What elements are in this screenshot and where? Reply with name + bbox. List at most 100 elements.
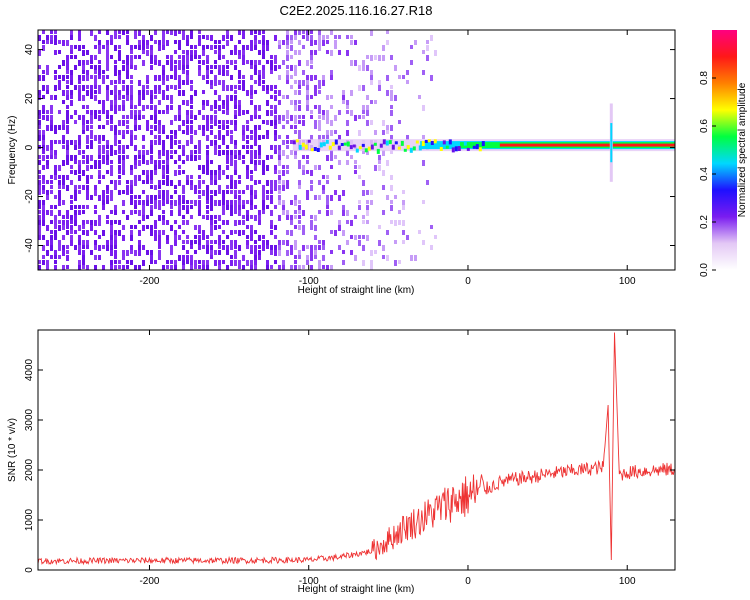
heatmap-cell <box>38 175 41 179</box>
heatmap-cell <box>50 155 53 159</box>
heatmap-cell <box>126 55 129 61</box>
heatmap-cell <box>86 180 89 184</box>
heatmap-cell <box>126 90 129 95</box>
heatmap-cell <box>298 220 301 224</box>
heatmap-cell <box>210 250 213 256</box>
heatmap-cell <box>290 215 293 220</box>
heatmap-cell <box>150 225 153 231</box>
heatmap-cell <box>78 90 81 96</box>
heatmap-cell <box>242 145 245 149</box>
heatmap-cell <box>150 205 153 211</box>
heatmap-cell <box>342 90 345 95</box>
heatmap-cell <box>54 230 57 235</box>
heatmap-cell <box>322 80 325 86</box>
heatmap-cell <box>278 45 281 49</box>
heatmap-cell <box>38 220 41 225</box>
heatmap-cell <box>170 55 173 61</box>
heatmap-cell <box>194 90 197 96</box>
heatmap-cell <box>314 215 317 221</box>
heatmap-cell <box>186 255 189 260</box>
heatmap-cell <box>266 260 269 265</box>
heatmap-cell <box>230 130 233 134</box>
heatmap-cell <box>294 255 297 259</box>
heatmap-cell <box>238 175 241 179</box>
heatmap-cell <box>146 120 149 125</box>
heatmap-cell <box>54 225 57 229</box>
heatmap-cell <box>66 120 69 124</box>
heatmap-cell <box>226 220 229 225</box>
heatmap-cell <box>294 200 297 206</box>
heatmap-cell <box>270 180 273 186</box>
y-tick-label: -20 <box>24 189 35 204</box>
heatmap-cell <box>174 185 177 189</box>
heatmap-cell <box>214 115 217 120</box>
heatmap-cell <box>94 265 97 270</box>
heatmap-cell <box>198 175 201 179</box>
heatmap-cell <box>78 160 81 165</box>
heatmap-cell <box>78 80 81 84</box>
heatmap-cell <box>74 170 77 175</box>
heatmap-cell <box>258 215 261 221</box>
heatmap-cell <box>70 240 73 246</box>
heatmap-cell <box>322 245 325 250</box>
heatmap-cell <box>106 115 109 119</box>
heatmap-cell <box>66 85 69 89</box>
heatmap-cell <box>314 250 317 256</box>
signal-spike-core <box>610 123 613 163</box>
heatmap-cell <box>190 95 193 100</box>
heatmap-cell <box>206 215 209 220</box>
heatmap-cell <box>54 130 57 134</box>
heatmap-cell <box>66 80 69 84</box>
heatmap-cell <box>390 150 393 154</box>
heatmap-cell <box>126 40 129 45</box>
heatmap-cell <box>274 245 277 250</box>
heatmap-cell <box>162 95 165 100</box>
heatmap-cell <box>290 200 293 205</box>
heatmap-cell <box>206 245 209 251</box>
heatmap-cell <box>378 165 381 171</box>
heatmap-cell <box>238 210 241 216</box>
heatmap-cell <box>234 240 237 246</box>
heatmap-cell <box>426 180 429 185</box>
heatmap-cell <box>182 35 185 40</box>
heatmap-cell <box>222 205 225 211</box>
heatmap-cell <box>186 115 189 120</box>
heatmap-cell <box>238 195 241 200</box>
heatmap-cell <box>106 75 109 79</box>
heatmap-cell <box>154 205 157 209</box>
heatmap-cell <box>198 225 201 231</box>
heatmap-cell <box>254 135 257 141</box>
heatmap-cell <box>138 175 141 181</box>
heatmap-cell <box>42 180 45 184</box>
heatmap-cell <box>146 80 149 84</box>
signal-blob <box>397 146 401 150</box>
heatmap-cell <box>170 130 173 134</box>
heatmap-cell <box>46 110 49 114</box>
signal-blob <box>436 142 440 146</box>
heatmap-cell <box>82 265 85 269</box>
heatmap-cell <box>110 100 113 106</box>
heatmap-cell <box>190 105 193 109</box>
heatmap-cell <box>314 195 317 200</box>
heatmap-cell <box>138 200 141 205</box>
heatmap-cell <box>278 240 281 245</box>
heatmap-cell <box>82 245 85 249</box>
heatmap-cell <box>166 30 169 34</box>
heatmap-cell <box>54 265 57 270</box>
heatmap-cell <box>174 60 177 64</box>
heatmap-cell <box>150 35 153 41</box>
heatmap-cell <box>270 60 273 66</box>
heatmap-cell <box>194 55 197 59</box>
heatmap-cell <box>98 45 101 50</box>
heatmap-cell <box>70 95 73 99</box>
heatmap-cell <box>386 130 389 134</box>
heatmap-cell <box>214 250 217 255</box>
heatmap-cell <box>354 115 357 121</box>
heatmap-cell <box>70 165 73 169</box>
heatmap-cell <box>422 105 425 111</box>
heatmap-cell <box>114 65 117 71</box>
heatmap-cell <box>166 155 169 161</box>
heatmap-cell <box>222 125 225 130</box>
heatmap-cell <box>110 90 113 95</box>
heatmap-cell <box>250 75 253 80</box>
